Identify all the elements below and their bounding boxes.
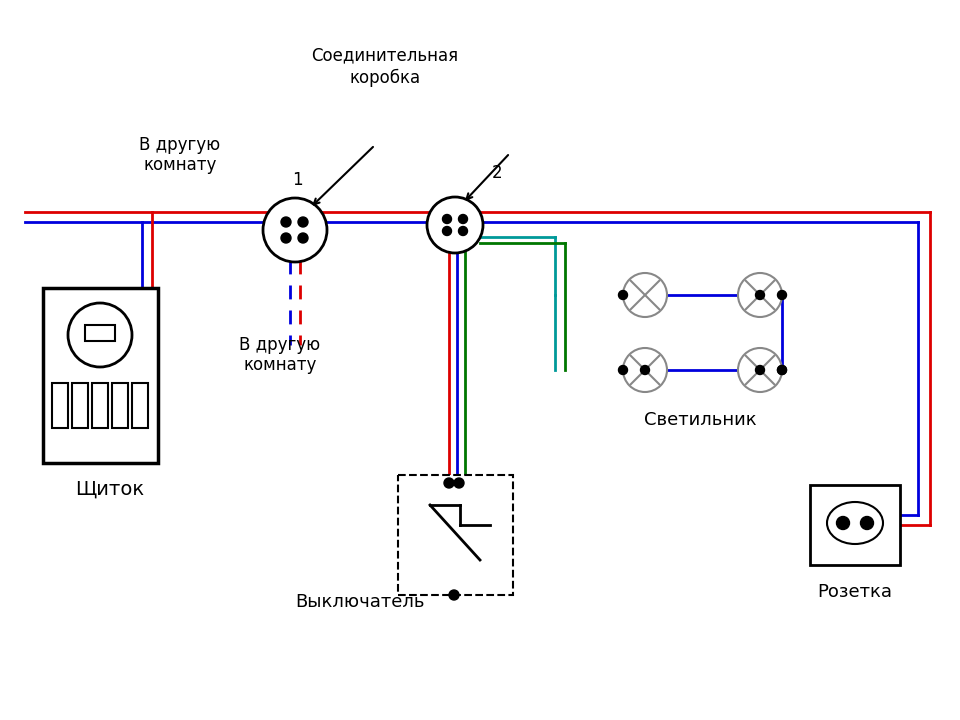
Bar (398, 475, 513, 595)
Circle shape (298, 233, 308, 243)
Circle shape (836, 516, 850, 529)
Circle shape (778, 366, 786, 374)
Text: Щиток: Щиток (76, 480, 145, 499)
Text: В другую
комнату: В другую комнату (239, 336, 321, 374)
Circle shape (281, 217, 291, 227)
Text: В другую
комнату: В другую комнату (139, 135, 221, 174)
Circle shape (623, 348, 667, 392)
Circle shape (459, 227, 468, 235)
Circle shape (454, 478, 464, 488)
Circle shape (449, 590, 459, 600)
Text: 2: 2 (492, 164, 502, 182)
Circle shape (640, 366, 650, 374)
Circle shape (298, 217, 308, 227)
Circle shape (756, 290, 764, 300)
Text: Светильник: Светильник (644, 411, 756, 429)
Bar (52, 383, 68, 428)
Circle shape (427, 197, 483, 253)
Circle shape (281, 233, 291, 243)
Bar (85, 325, 115, 341)
Circle shape (443, 215, 451, 223)
Ellipse shape (827, 502, 883, 544)
Text: Розетка: Розетка (818, 583, 893, 601)
Bar (43, 288, 158, 463)
Circle shape (623, 273, 667, 317)
Text: Выключатель: Выключатель (296, 593, 424, 611)
Circle shape (444, 478, 454, 488)
Circle shape (778, 290, 786, 300)
Bar (112, 383, 128, 428)
Circle shape (459, 215, 468, 223)
Circle shape (443, 227, 451, 235)
Circle shape (618, 290, 628, 300)
Circle shape (738, 273, 782, 317)
Text: коробка: коробка (349, 69, 420, 87)
Circle shape (68, 303, 132, 367)
Text: Соединительная: Соединительная (311, 46, 459, 64)
Circle shape (778, 366, 786, 374)
Bar (92, 383, 108, 428)
Circle shape (263, 198, 327, 262)
Bar (132, 383, 148, 428)
Bar (72, 383, 88, 428)
Circle shape (860, 516, 874, 529)
Circle shape (756, 366, 764, 374)
Circle shape (738, 348, 782, 392)
Text: 1: 1 (292, 171, 302, 189)
Bar (810, 485, 900, 565)
Circle shape (618, 366, 628, 374)
